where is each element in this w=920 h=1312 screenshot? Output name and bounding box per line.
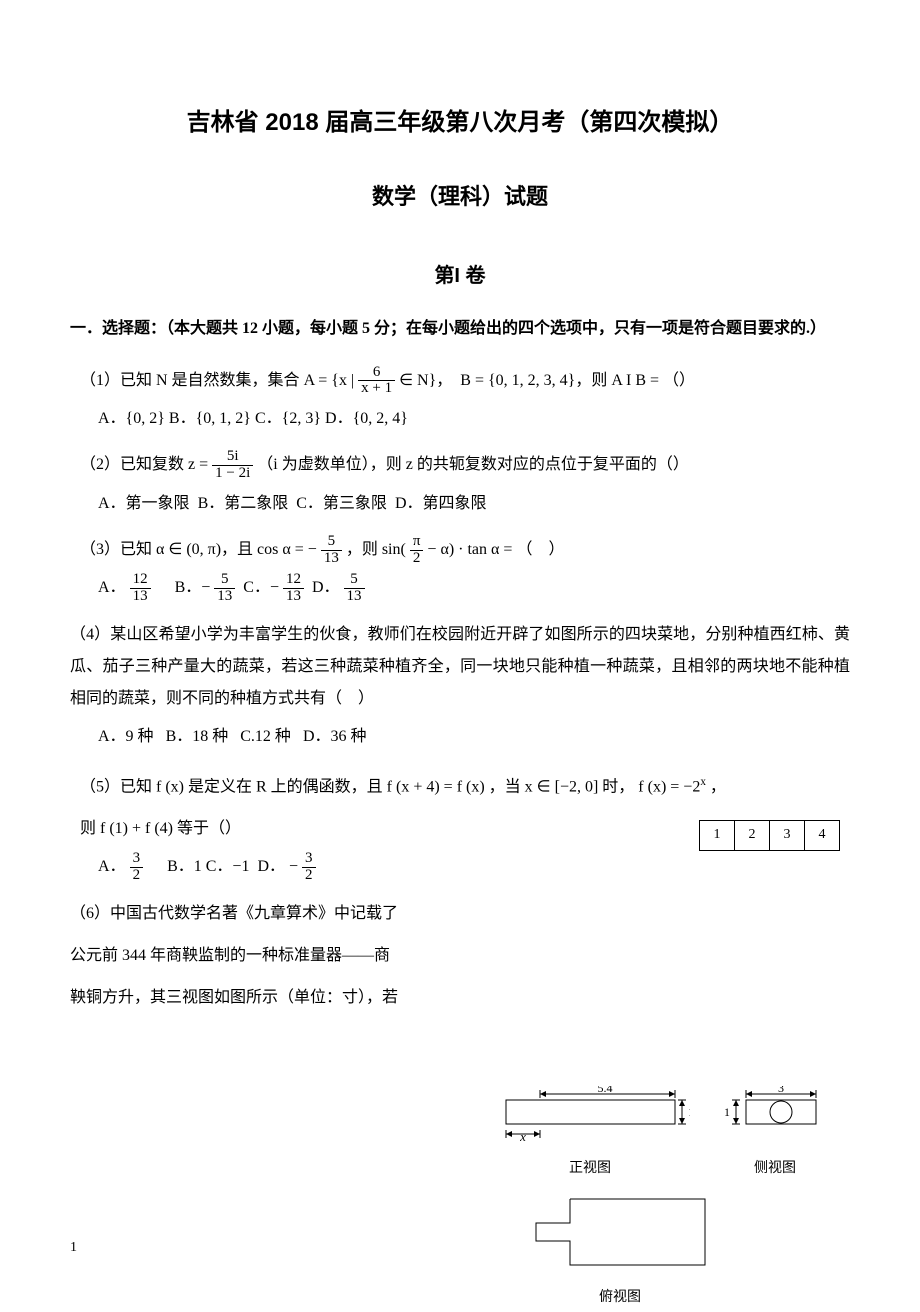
q2-optB: B．第二象限 <box>198 495 289 512</box>
q6-line1: （6）中国古代数学名著《九章算术》中记载了 <box>70 898 450 930</box>
q3-optB-frac: 5 13 <box>214 572 235 605</box>
q1-setA-rhs: ∈ N}， <box>399 372 452 389</box>
q2-optC: C．第三象限 <box>296 495 387 512</box>
top-view-svg <box>520 1193 720 1271</box>
q3-frac1-num: 5 <box>321 534 342 551</box>
top-view-label: 俯视图 <box>520 1285 720 1312</box>
dim-5-4: 5.4 <box>598 1086 613 1095</box>
q4-cell-2: 2 <box>735 821 770 851</box>
q3-frac2-num: π <box>410 534 424 551</box>
q2-optA: A．第一象限 <box>98 495 190 512</box>
q3-stem-c: − α) · tan α = （ ） <box>427 541 564 558</box>
q3-optD-pre: D． <box>312 579 340 596</box>
title-main: 吉林省 2018 届高三年级第八次月考（第四次模拟） <box>70 100 850 146</box>
q3-stem-b: ，则 sin( <box>346 541 406 558</box>
q3-optC-pre: C．− <box>243 579 279 596</box>
q5-stem-b: ， <box>706 778 726 795</box>
front-view-svg: 5.4 x 1 <box>490 1086 690 1142</box>
q4-optC: C.12 种 <box>240 728 291 745</box>
q4-optB: B．18 种 <box>166 728 229 745</box>
top-view-block: 俯视图 <box>520 1193 850 1312</box>
section-title: 第I 卷 <box>70 257 850 295</box>
q4-table: 1 2 3 4 <box>699 820 840 851</box>
page-number: 1 <box>70 1235 77 1262</box>
q3-frac2-den: 2 <box>410 551 424 567</box>
question-1: （1）已知 N 是自然数集，集合 A = {x | 6 x + 1 ∈ N}， … <box>70 365 850 436</box>
dim-1a: 1 <box>688 1105 690 1119</box>
q2-optD: D．第四象限 <box>395 495 487 512</box>
q1-B: B = {0, 1, 2, 3, 4}，则 A I B = （） <box>460 372 695 389</box>
q4-stem: （4）某山区希望小学为丰富学生的伙食，教师们在校园附近开辟了如图所示的四块菜地，… <box>70 626 850 707</box>
q5-optD-frac: 3 2 <box>302 851 316 884</box>
q2-stem-a: （2）已知复数 <box>80 456 188 473</box>
dim-x: x <box>519 1129 526 1142</box>
question-3: （3）已知 α ∈ (0, π)，且 cos α = − 5 13 ，则 sin… <box>70 534 850 605</box>
page: 吉林省 2018 届高三年级第八次月考（第四次模拟） 数学（理科）试题 第I 卷… <box>0 0 920 1302</box>
q3-optB-pre: B．− <box>175 579 211 596</box>
q3-stem-a: （3）已知 α ∈ (0, π)，且 cos α = − <box>80 541 317 558</box>
question-6: （6）中国古代数学名著《九章算术》中记载了 公元前 344 年商鞅监制的一种标准… <box>70 898 450 1014</box>
q2-frac-den: 1 − 2i <box>212 466 253 482</box>
q3-optA-frac: 12 13 <box>130 572 151 605</box>
q2-stem-b: （i 为虚数单位），则 z 的共轭复数对应的点位于复平面的（） <box>257 456 689 473</box>
title-sub: 数学（理科）试题 <box>70 176 850 218</box>
q6-figures: 5.4 x 1 正 <box>490 1086 850 1312</box>
q2-zeq: z = <box>188 456 212 473</box>
q3-optD-frac: 5 13 <box>344 572 365 605</box>
q5-optD-pre: D． − <box>257 858 298 875</box>
q3-frac1: 5 13 <box>321 534 342 567</box>
q3-frac2: π 2 <box>410 534 424 567</box>
q1-optC: C．{2, 3} <box>255 410 321 427</box>
q2-frac: 5i 1 − 2i <box>212 449 253 482</box>
q6-line2: 公元前 344 年商鞅监制的一种标准量器——商 <box>70 940 450 972</box>
q1-setA-lhs: A = {x | <box>304 372 355 389</box>
section-intro: 一．选择题：（本大题共 12 小题，每小题 5 分；在每小题给出的四个选项中，只… <box>70 311 850 346</box>
q5-stem-c: 则 f (1) + f (4) 等于（） <box>80 820 241 837</box>
side-view-svg: 3 1 <box>720 1086 830 1142</box>
front-view-block: 5.4 x 1 正 <box>490 1086 690 1183</box>
q1-frac-den: x + 1 <box>358 381 395 397</box>
side-view-block: 3 1 侧视图 <box>720 1086 830 1183</box>
q3-optC-frac: 12 13 <box>283 572 304 605</box>
q3-optA-pre: A． <box>98 579 126 596</box>
q1-stem-a: （1）已知 N 是自然数集，集合 <box>80 372 304 389</box>
q5-optB: B．1 <box>167 858 202 875</box>
dim-3: 3 <box>778 1086 784 1095</box>
q5-optC: C．−1 <box>206 858 250 875</box>
q4-cell-1: 1 <box>700 821 735 851</box>
q4-cell-3: 3 <box>770 821 805 851</box>
q6-line3: 鞅铜方升，其三视图如图所示（单位：寸），若 <box>70 982 450 1014</box>
side-view-label: 侧视图 <box>720 1156 830 1183</box>
q4-optD: D．36 种 <box>303 728 367 745</box>
question-2: （2）已知复数 z = 5i 1 − 2i （i 为虚数单位），则 z 的共轭复… <box>70 449 850 520</box>
q5-fx: f (x) = −2 <box>638 778 700 795</box>
q5-stem-a: （5）已知 f (x) 是定义在 R 上的偶函数，且 f (x + 4) = f… <box>80 778 634 795</box>
q1-frac: 6 x + 1 <box>358 365 395 398</box>
q2-frac-num: 5i <box>212 449 253 466</box>
q4-figure: 1 2 3 4 <box>699 820 840 851</box>
q3-frac1-den: 13 <box>321 551 342 567</box>
dim-1b: 1 <box>724 1105 730 1119</box>
q4-optA: A．9 种 <box>98 728 154 745</box>
q5-optA-pre: A． <box>98 858 126 875</box>
q1-optA: A．{0, 2} <box>98 410 165 427</box>
front-view-label: 正视图 <box>490 1156 690 1183</box>
q1-optB: B．{0, 1, 2} <box>169 410 251 427</box>
q4-cell-4: 4 <box>805 821 840 851</box>
q5-optA-frac: 3 2 <box>130 851 144 884</box>
question-4: （4）某山区希望小学为丰富学生的伙食，教师们在校园附近开辟了如图所示的四块菜地，… <box>70 619 850 753</box>
q1-optD: D．{0, 2, 4} <box>325 410 408 427</box>
q1-frac-num: 6 <box>358 365 395 382</box>
